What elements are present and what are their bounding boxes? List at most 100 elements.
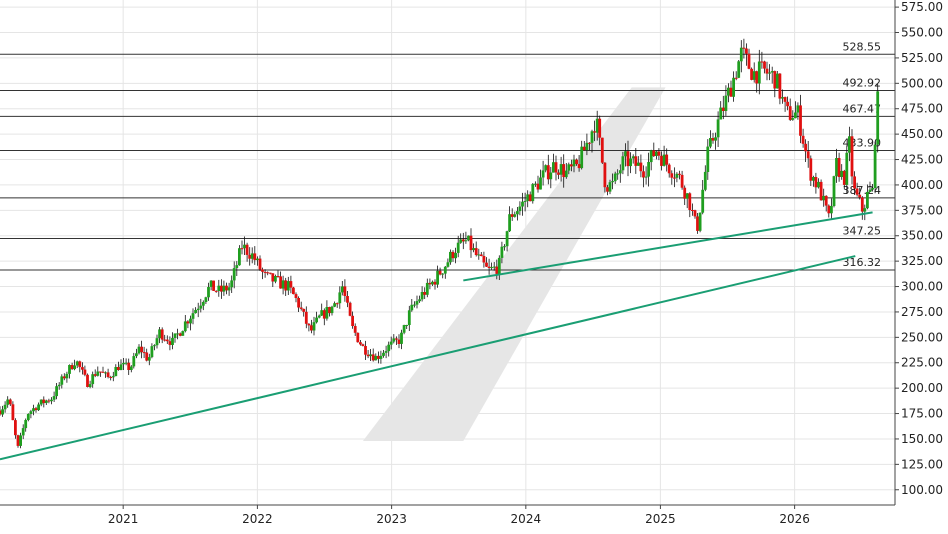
candle-up	[338, 292, 342, 304]
candle-up	[840, 170, 844, 177]
y-tick-label: 475.00	[901, 102, 943, 116]
candle-down	[657, 151, 661, 156]
candle-up	[402, 325, 406, 333]
candle-up	[124, 362, 128, 364]
candle-down	[86, 374, 89, 387]
candle-up	[201, 302, 205, 306]
candle-down	[652, 150, 656, 157]
candle-up	[613, 173, 617, 182]
candle-up	[315, 317, 318, 323]
candle-up	[191, 313, 195, 319]
candle-up	[6, 399, 10, 405]
candle-down	[276, 276, 280, 277]
candle-down	[78, 361, 82, 368]
candle-up	[564, 170, 568, 178]
candle-up	[325, 307, 329, 319]
candle-down	[806, 151, 810, 159]
candle-up	[441, 273, 445, 275]
trendline	[463, 211, 873, 282]
x-tick-label: 2024	[511, 512, 542, 526]
candle-up	[580, 146, 584, 169]
candle-up	[60, 376, 64, 385]
candle-down	[328, 307, 331, 314]
candle-down	[670, 173, 674, 178]
candle-up	[534, 183, 537, 185]
candle-down	[220, 285, 223, 292]
candle-up	[96, 371, 100, 376]
candle-down	[853, 176, 856, 189]
candle-up	[459, 239, 463, 243]
candle-up	[727, 87, 730, 96]
candle-up	[250, 253, 254, 259]
trendlines-layer	[0, 211, 873, 461]
candle-up	[73, 365, 76, 370]
candle-up	[147, 357, 151, 361]
candle-down	[696, 216, 699, 231]
candle-up	[590, 131, 594, 143]
candle-up	[384, 351, 388, 353]
y-tick-label: 325.00	[901, 254, 943, 268]
candle-down	[289, 281, 293, 288]
candle-up	[32, 408, 35, 412]
candle-up	[835, 158, 838, 177]
candle-down	[582, 146, 586, 151]
candle-up	[464, 240, 468, 242]
candle-up	[340, 286, 344, 293]
candle-down	[598, 118, 602, 138]
candle-up	[379, 355, 383, 359]
candle-down	[469, 235, 473, 251]
candle-up	[410, 304, 414, 311]
candle-down	[99, 371, 102, 373]
candle-down	[837, 158, 841, 177]
candle-down	[353, 326, 357, 333]
axes-layer: 575.00 550.00 525.00 500.00 475.00 450.00 425.…	[0, 0, 943, 526]
candle-down	[343, 286, 347, 296]
candle-up	[413, 304, 416, 306]
candle-down	[346, 296, 349, 303]
y-tick-label: 575.00	[901, 0, 943, 14]
candle-up	[52, 396, 56, 400]
candle-up	[812, 177, 815, 181]
candle-up	[863, 208, 867, 212]
candle-down	[814, 177, 818, 188]
candle-up	[521, 201, 524, 207]
candle-down	[786, 101, 789, 107]
candle-down	[461, 239, 465, 242]
candle-down	[842, 170, 846, 185]
candle-up	[526, 194, 530, 201]
candle-up	[724, 95, 728, 111]
candle-down	[600, 137, 604, 163]
candle-up	[238, 248, 241, 266]
candle-down	[165, 339, 169, 342]
y-tick-label: 200.00	[901, 381, 943, 395]
candle-down	[240, 248, 244, 250]
candle-up	[29, 411, 33, 414]
x-tick-label: 2025	[645, 512, 676, 526]
candle-down	[361, 344, 365, 346]
x-tick-label: 2023	[376, 512, 407, 526]
candle-up	[274, 276, 277, 282]
y-tick-label: 175.00	[901, 407, 943, 421]
candle-up	[443, 266, 447, 274]
candle-down	[804, 143, 807, 152]
candle-up	[500, 246, 504, 258]
candle-down	[577, 164, 581, 169]
candle-down	[93, 374, 97, 376]
candle-up	[21, 428, 25, 436]
y-tick-label: 375.00	[901, 203, 943, 217]
candle-up	[387, 344, 391, 352]
candle-up	[539, 177, 542, 190]
candle-up	[129, 366, 133, 370]
candle-up	[150, 346, 154, 358]
candle-down	[271, 273, 275, 282]
candle-up	[204, 297, 208, 302]
candle-down	[850, 136, 854, 177]
candle-down	[562, 164, 566, 178]
candle-up	[595, 118, 599, 133]
candle-up	[737, 61, 741, 78]
candle-up	[415, 301, 419, 305]
candle-down	[678, 173, 681, 175]
candle-down	[438, 270, 442, 275]
